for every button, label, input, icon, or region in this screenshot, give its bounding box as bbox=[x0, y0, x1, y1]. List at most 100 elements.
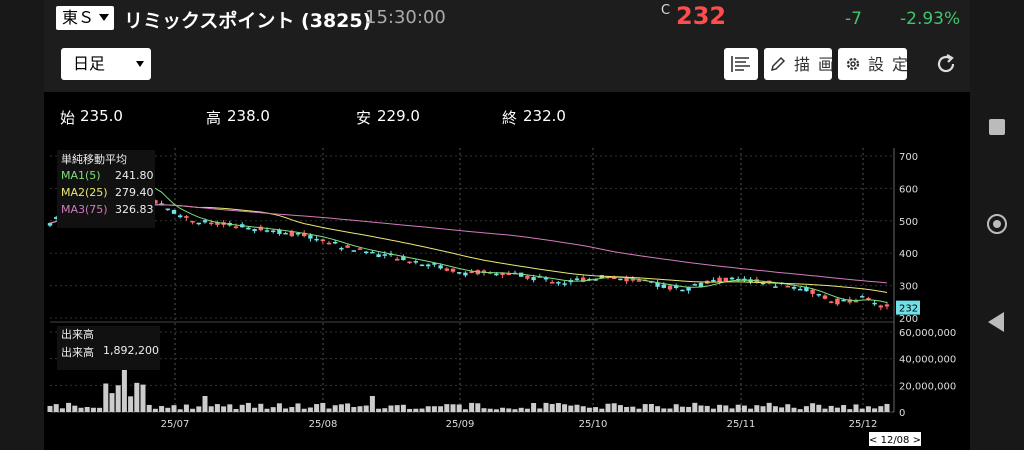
price-chart[interactable]: 700 600 500 400 300 200 60,000,000 40,000,000 20… bbox=[44, 148, 970, 450]
candle bbox=[500, 272, 505, 276]
volume-bar bbox=[332, 405, 338, 412]
candle bbox=[711, 279, 716, 282]
exchange-selector[interactable]: 東Ｓ bbox=[56, 6, 114, 30]
candle bbox=[587, 278, 592, 281]
volume-bar bbox=[357, 406, 363, 412]
volume-bar bbox=[828, 405, 834, 412]
volume-tick-label: 60,000,000 bbox=[899, 328, 956, 339]
volume-bar bbox=[661, 408, 667, 412]
volume-bar bbox=[475, 403, 481, 412]
settings-button[interactable]: 設定 bbox=[838, 48, 907, 80]
volume-bar bbox=[400, 404, 406, 412]
volume-bar bbox=[648, 404, 654, 412]
candle bbox=[729, 277, 735, 280]
candle bbox=[686, 287, 691, 291]
volume-bar bbox=[655, 406, 661, 412]
candle bbox=[847, 299, 852, 303]
volume-bar bbox=[72, 405, 78, 412]
close-value: 232.0 bbox=[523, 107, 566, 125]
volume-bar bbox=[537, 408, 543, 412]
volume-bar bbox=[469, 402, 475, 412]
candle bbox=[308, 235, 313, 239]
volume-bar bbox=[369, 396, 375, 412]
volume-bar bbox=[301, 408, 307, 412]
candle bbox=[506, 273, 511, 275]
back-button[interactable] bbox=[988, 312, 1004, 332]
volume-bar bbox=[667, 408, 673, 412]
volume-tick-label: 20,000,000 bbox=[899, 381, 956, 392]
volume-bar bbox=[611, 403, 617, 412]
volume-bar bbox=[413, 408, 419, 412]
candle bbox=[302, 232, 307, 237]
candle bbox=[401, 256, 406, 261]
volume-bar bbox=[853, 404, 859, 412]
volume-bar bbox=[462, 409, 468, 412]
volume-bar bbox=[208, 406, 214, 412]
volume-bar bbox=[78, 407, 84, 412]
refresh-icon[interactable] bbox=[934, 52, 958, 76]
candle bbox=[519, 272, 524, 277]
volume-bar bbox=[686, 406, 692, 412]
close-label: 終 bbox=[502, 109, 518, 127]
candle bbox=[419, 264, 425, 267]
candle bbox=[165, 208, 170, 211]
volume-tick-label: 40,000,000 bbox=[899, 355, 956, 366]
volume-bar bbox=[407, 408, 413, 412]
volume-bar bbox=[859, 408, 865, 412]
volume-bar bbox=[165, 407, 171, 412]
volume-bar bbox=[568, 405, 574, 412]
ohlc-bar: 始 235.0 高 238.0 安 229.0 終 232.0 bbox=[44, 92, 970, 148]
candle bbox=[531, 277, 536, 281]
candle bbox=[835, 298, 840, 305]
volume-bar bbox=[797, 409, 803, 412]
volume-bar bbox=[388, 405, 394, 412]
candle bbox=[320, 239, 325, 242]
y-tick-label: 200 bbox=[899, 314, 918, 325]
candle bbox=[674, 285, 679, 288]
volume-bar bbox=[59, 408, 65, 412]
candle bbox=[289, 231, 294, 237]
period-selector[interactable]: 日足 bbox=[61, 48, 151, 80]
volume-bar bbox=[791, 407, 797, 412]
candle bbox=[816, 294, 821, 296]
draw-button[interactable]: 描画 bbox=[764, 48, 832, 80]
candle bbox=[463, 272, 468, 276]
candle bbox=[723, 277, 728, 282]
ma-legend-title: 単純移動平均 bbox=[61, 153, 127, 166]
candle bbox=[190, 221, 195, 223]
candle bbox=[543, 277, 549, 280]
volume-bar bbox=[754, 405, 760, 412]
volume-bar bbox=[562, 404, 568, 412]
candle bbox=[233, 226, 239, 228]
volume-value: 1,892,200 bbox=[103, 344, 159, 357]
volume-bar bbox=[97, 407, 103, 412]
volume-bar bbox=[580, 406, 586, 412]
volume-bar bbox=[704, 405, 710, 412]
candle bbox=[202, 220, 208, 223]
date-marker-label: < 12/08 > bbox=[869, 435, 921, 446]
home-button[interactable] bbox=[987, 214, 1007, 234]
recent-apps-button[interactable] bbox=[989, 119, 1005, 135]
volume-bar bbox=[171, 405, 177, 412]
volume-bar bbox=[506, 408, 512, 412]
volume-bar bbox=[692, 402, 698, 412]
volume-bar bbox=[307, 407, 313, 412]
volume-bar bbox=[679, 406, 685, 412]
candle bbox=[209, 222, 214, 225]
volume-bar bbox=[84, 406, 90, 412]
volume-bar bbox=[865, 406, 871, 412]
candle bbox=[810, 289, 815, 294]
volume-bar bbox=[90, 407, 96, 412]
indicator-button[interactable] bbox=[724, 48, 758, 80]
volume-bar bbox=[698, 405, 704, 412]
candle bbox=[667, 285, 673, 290]
volume-bar bbox=[872, 408, 878, 412]
volume-bar bbox=[289, 407, 295, 412]
price-change-percent: -2.93% bbox=[900, 9, 961, 29]
volume-bar bbox=[66, 402, 72, 412]
candle bbox=[277, 229, 282, 234]
volume-bar bbox=[586, 407, 592, 412]
candle bbox=[413, 261, 418, 263]
volume-bar bbox=[376, 408, 382, 412]
x-tick-label: 25/11 bbox=[727, 419, 756, 430]
